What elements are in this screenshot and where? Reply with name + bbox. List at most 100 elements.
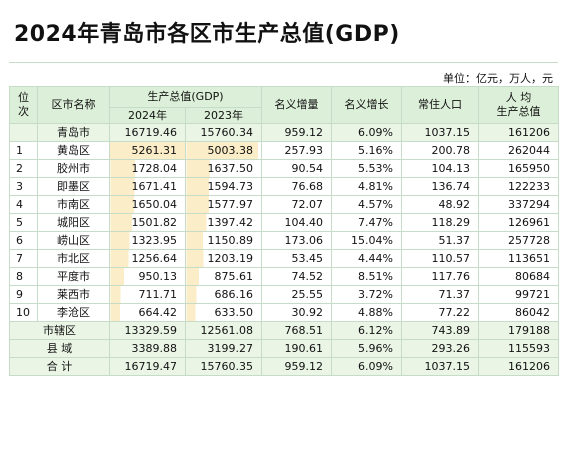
cell-name: 即墨区 <box>37 177 110 196</box>
cell-name: 青岛市 <box>37 123 110 142</box>
cell-gdp-2024: 16719.46 <box>109 123 186 142</box>
cell-increase: 90.54 <box>261 159 332 178</box>
cell-gdp-2023: 1637.50 <box>185 159 262 178</box>
cell-name: 市辖区 <box>9 321 110 340</box>
cell-per-capita: 257728 <box>478 231 559 250</box>
cell-gdp-2023: 12561.08 <box>185 321 262 340</box>
cell-gdp-2023: 15760.34 <box>185 123 262 142</box>
cell-increase: 768.51 <box>261 321 332 340</box>
cell-population: 136.74 <box>401 177 479 196</box>
unit-note: 单位：亿元，万人，元 <box>443 72 553 85</box>
cell-gdp-2024: 711.71 <box>109 285 186 304</box>
cell-rank: 6 <box>9 231 38 250</box>
cell-growth: 6.12% <box>331 321 402 340</box>
cell-per-capita: 122233 <box>478 177 559 196</box>
page-title: 2024年青岛市各区市生产总值(GDP) <box>14 22 400 47</box>
header-rank-line1: 位 <box>18 91 29 104</box>
header-name: 区市名称 <box>37 86 110 124</box>
cell-increase: 959.12 <box>261 123 332 142</box>
cell-growth: 4.57% <box>331 195 402 214</box>
cell-gdp-2023: 1594.73 <box>185 177 262 196</box>
cell-rank: 1 <box>9 141 38 160</box>
cell-increase: 53.45 <box>261 249 332 268</box>
cell-per-capita: 262044 <box>478 141 559 160</box>
cell-gdp-2024: 1323.95 <box>109 231 186 250</box>
cell-gdp-2023: 5003.38 <box>185 141 262 160</box>
cell-growth: 15.04% <box>331 231 402 250</box>
cell-gdp-2024: 13329.59 <box>109 321 186 340</box>
cell-name: 市南区 <box>37 195 110 214</box>
cell-per-capita: 99721 <box>478 285 559 304</box>
cell-growth: 3.72% <box>331 285 402 304</box>
cell-name: 合 计 <box>9 357 110 376</box>
table-row: 3 即墨区 1671.41 1594.73 76.68 4.81% 136.74 122233 <box>9 177 559 196</box>
header-per-capita-line2: 生产总值 <box>496 105 541 118</box>
cell-growth: 5.16% <box>331 141 402 160</box>
header-2023: 2023年 <box>185 107 262 124</box>
header-per-capita-line1: 人 均 <box>505 91 532 104</box>
table-row: 1 黄岛区 5261.31 5003.38 257.93 5.16% 200.78 26204… <box>9 141 559 160</box>
cell-increase: 190.61 <box>261 339 332 358</box>
summary-row: 市辖区 13329.59 12561.08 768.51 6.12% 743.89 1791… <box>9 321 559 340</box>
cell-growth: 5.96% <box>331 339 402 358</box>
cell-rank <box>9 123 38 142</box>
summary-row: 合 计 16719.47 15760.35 959.12 6.09% 1037.15 161… <box>9 357 559 376</box>
cell-rank: 9 <box>9 285 38 304</box>
cell-gdp-2023: 1577.97 <box>185 195 262 214</box>
cell-name: 黄岛区 <box>37 141 110 160</box>
cell-population: 71.37 <box>401 285 479 304</box>
cell-gdp-2024: 664.42 <box>109 303 186 322</box>
header-rank-line2: 次 <box>18 105 29 118</box>
cell-name: 莱西市 <box>37 285 110 304</box>
cell-population: 48.92 <box>401 195 479 214</box>
cell-growth: 7.47% <box>331 213 402 232</box>
cell-name: 崂山区 <box>37 231 110 250</box>
header-population: 常住人口 <box>401 86 479 124</box>
cell-growth: 4.44% <box>331 249 402 268</box>
cell-increase: 173.06 <box>261 231 332 250</box>
header-rank: 位 次 <box>9 86 38 124</box>
table-row: 6 崂山区 1323.95 1150.89 173.06 15.04% 51.37 25772… <box>9 231 559 250</box>
cell-gdp-2024: 1256.64 <box>109 249 186 268</box>
cell-gdp-2024: 5261.31 <box>109 141 186 160</box>
cell-population: 200.78 <box>401 141 479 160</box>
cell-per-capita: 86042 <box>478 303 559 322</box>
cell-gdp-2024: 950.13 <box>109 267 186 286</box>
cell-increase: 72.07 <box>261 195 332 214</box>
cell-growth: 4.88% <box>331 303 402 322</box>
table-row-qingdao: 青岛市 16719.46 15760.34 959.12 6.09% 1037.… <box>9 123 559 142</box>
cell-rank: 5 <box>9 213 38 232</box>
cell-population: 77.22 <box>401 303 479 322</box>
cell-per-capita: 165950 <box>478 159 559 178</box>
header-nominal-increase: 名义增量 <box>261 86 332 124</box>
cell-rank: 10 <box>9 303 38 322</box>
cell-gdp-2023: 686.16 <box>185 285 262 304</box>
title-divider <box>9 62 558 63</box>
cell-name: 平度市 <box>37 267 110 286</box>
cell-population: 293.26 <box>401 339 479 358</box>
cell-per-capita: 337294 <box>478 195 559 214</box>
cell-gdp-2023: 875.61 <box>185 267 262 286</box>
cell-gdp-2023: 1203.19 <box>185 249 262 268</box>
cell-rank: 8 <box>9 267 38 286</box>
cell-name: 胶州市 <box>37 159 110 178</box>
cell-growth: 6.09% <box>331 357 402 376</box>
gdp-table: 位 次 区市名称 生产总值(GDP) 名义增量 名义增长 常住人口 人 均 生产… <box>9 86 559 376</box>
table-row: 5 城阳区 1501.82 1397.42 104.40 7.47% 118.29 12696… <box>9 213 559 232</box>
cell-population: 1037.15 <box>401 123 479 142</box>
cell-population: 110.57 <box>401 249 479 268</box>
cell-per-capita: 126961 <box>478 213 559 232</box>
cell-increase: 257.93 <box>261 141 332 160</box>
header-nominal-growth: 名义增长 <box>331 86 402 124</box>
cell-rank: 2 <box>9 159 38 178</box>
cell-name: 李沧区 <box>37 303 110 322</box>
header-per-capita: 人 均 生产总值 <box>478 86 559 124</box>
cell-growth: 8.51% <box>331 267 402 286</box>
cell-per-capita: 179188 <box>478 321 559 340</box>
cell-population: 117.76 <box>401 267 479 286</box>
cell-increase: 76.68 <box>261 177 332 196</box>
cell-per-capita: 113651 <box>478 249 559 268</box>
table-row: 7 市北区 1256.64 1203.19 53.45 4.44% 110.57 113651 <box>9 249 559 268</box>
table-row: 4 市南区 1650.04 1577.97 72.07 4.57% 48.92 337294 <box>9 195 559 214</box>
